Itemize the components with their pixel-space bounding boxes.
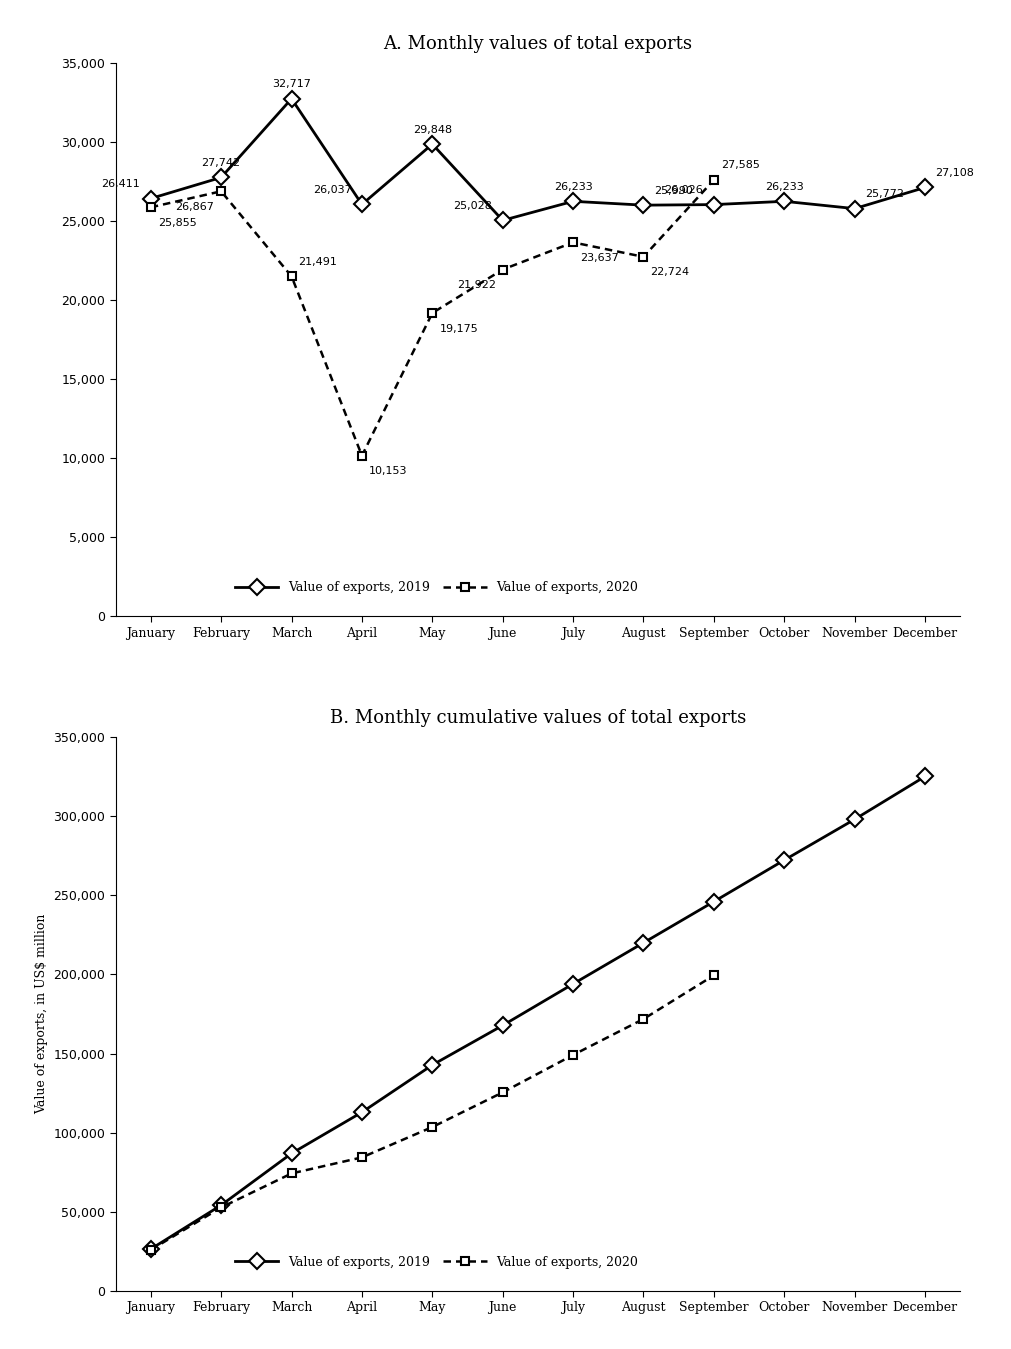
Value of exports, 2019	[778, 853, 791, 869]
Value of exports, 2019	[356, 197, 368, 213]
Value of exports, 2019	[496, 212, 509, 228]
Text: 26,026: 26,026	[664, 185, 704, 196]
Value of exports, 2020	[567, 235, 579, 251]
Value of exports, 2020	[708, 967, 720, 983]
Value of exports, 2019	[708, 197, 720, 213]
Text: 27,108: 27,108	[935, 169, 975, 178]
Text: 26,867: 26,867	[175, 202, 214, 212]
Text: 10,153: 10,153	[369, 467, 407, 476]
Text: 27,742: 27,742	[201, 158, 241, 167]
Text: 27,585: 27,585	[721, 161, 760, 170]
Value of exports, 2019	[708, 893, 720, 909]
Text: 25,855: 25,855	[158, 219, 196, 228]
Value of exports, 2020	[637, 1010, 649, 1027]
Value of exports, 2019	[848, 811, 860, 827]
Line: Value of exports, 2019: Value of exports, 2019	[146, 93, 930, 225]
Value of exports, 2019	[145, 190, 157, 206]
Value of exports, 2020	[567, 1047, 579, 1063]
Value of exports, 2019	[919, 769, 931, 785]
Value of exports, 2019	[427, 1056, 439, 1072]
Value of exports, 2020	[145, 1242, 157, 1259]
Text: 26,411: 26,411	[101, 179, 141, 189]
Y-axis label: Value of exports, in US$ million: Value of exports, in US$ million	[34, 913, 48, 1114]
Value of exports, 2019	[215, 170, 227, 186]
Value of exports, 2019	[848, 201, 860, 217]
Value of exports, 2020	[427, 305, 439, 321]
Text: 21,491: 21,491	[298, 256, 338, 267]
Value of exports, 2019	[356, 1103, 368, 1120]
Value of exports, 2020	[285, 1166, 297, 1182]
Line: Value of exports, 2019: Value of exports, 2019	[146, 770, 930, 1255]
Value of exports, 2019	[496, 1017, 509, 1033]
Value of exports, 2019	[567, 193, 579, 209]
Value of exports, 2020	[285, 268, 297, 285]
Value of exports, 2020	[215, 183, 227, 200]
Legend: Value of exports, 2019, Value of exports, 2020: Value of exports, 2019, Value of exports…	[229, 1251, 643, 1273]
Value of exports, 2019	[427, 136, 439, 152]
Value of exports, 2019	[285, 1145, 297, 1161]
Value of exports, 2020	[637, 248, 649, 264]
Text: 25,028: 25,028	[453, 201, 492, 210]
Value of exports, 2020	[356, 1149, 368, 1166]
Value of exports, 2020	[356, 448, 368, 464]
Text: 25,990: 25,990	[654, 186, 693, 196]
Value of exports, 2019	[145, 1241, 157, 1257]
Text: 32,717: 32,717	[272, 80, 311, 89]
Text: 25,772: 25,772	[865, 189, 904, 200]
Value of exports, 2020	[496, 1085, 509, 1101]
Text: 26,233: 26,233	[765, 182, 804, 192]
Value of exports, 2020	[145, 200, 157, 216]
Legend: Value of exports, 2019, Value of exports, 2020: Value of exports, 2019, Value of exports…	[229, 576, 643, 599]
Value of exports, 2019	[215, 1197, 227, 1213]
Value of exports, 2019	[637, 197, 649, 213]
Title: A. Monthly values of total exports: A. Monthly values of total exports	[383, 35, 693, 53]
Text: 26,037: 26,037	[312, 185, 352, 194]
Value of exports, 2020	[496, 262, 509, 278]
Text: 22,724: 22,724	[650, 267, 690, 278]
Line: Value of exports, 2020: Value of exports, 2020	[147, 971, 718, 1255]
Value of exports, 2019	[567, 975, 579, 992]
Text: 21,922: 21,922	[457, 281, 495, 290]
Text: 29,848: 29,848	[412, 124, 452, 135]
Value of exports, 2019	[285, 90, 297, 107]
Text: 23,637: 23,637	[580, 254, 619, 263]
Value of exports, 2020	[215, 1199, 227, 1215]
Value of exports, 2019	[778, 193, 791, 209]
Value of exports, 2019	[919, 179, 931, 196]
Value of exports, 2019	[637, 935, 649, 951]
Text: 26,233: 26,233	[554, 182, 592, 192]
Value of exports, 2020	[427, 1118, 439, 1135]
Title: B. Monthly cumulative values of total exports: B. Monthly cumulative values of total ex…	[330, 710, 746, 727]
Value of exports, 2020	[708, 171, 720, 188]
Text: 19,175: 19,175	[440, 324, 478, 333]
Line: Value of exports, 2020: Value of exports, 2020	[147, 175, 718, 460]
